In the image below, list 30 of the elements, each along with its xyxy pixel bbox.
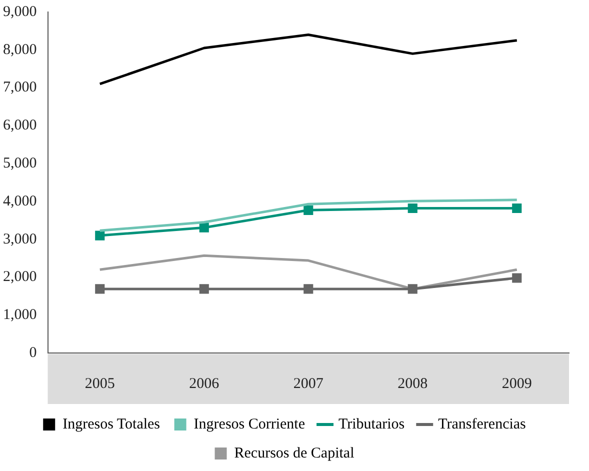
legend-label: Tributarios bbox=[338, 416, 405, 432]
point bbox=[408, 284, 418, 294]
point bbox=[199, 222, 209, 232]
legend-label: Transferencias bbox=[438, 416, 526, 432]
legend-label: Ingresos Corriente bbox=[194, 416, 306, 432]
point bbox=[512, 273, 522, 283]
x-tick-label: 2008 bbox=[398, 376, 428, 392]
y-tick-label: 5,000 bbox=[3, 155, 37, 172]
x-tick-label: 2005 bbox=[84, 376, 115, 392]
y-tick-label: 6,000 bbox=[3, 118, 37, 134]
y-tick-label: 0 bbox=[29, 344, 37, 361]
point bbox=[512, 203, 522, 214]
legend-label: Recursos de Capital bbox=[234, 445, 354, 462]
point bbox=[199, 284, 209, 294]
point bbox=[95, 284, 105, 294]
x-tick-label: 2006 bbox=[189, 376, 220, 392]
y-tick-label: 2,000 bbox=[3, 269, 37, 286]
x-tick-label: 2009 bbox=[502, 376, 532, 392]
x-tick-label: 2007 bbox=[293, 376, 324, 392]
y-tick-label: 4,000 bbox=[3, 193, 37, 210]
y-tick-label: 1,000 bbox=[3, 307, 37, 324]
point bbox=[304, 205, 314, 215]
y-tick-label: 7,000 bbox=[3, 80, 37, 96]
legend-label: Ingresos Totales bbox=[62, 416, 160, 432]
point bbox=[304, 284, 314, 294]
point bbox=[95, 230, 105, 240]
y-tick-label: 9,000 bbox=[3, 4, 37, 20]
point bbox=[408, 203, 418, 214]
y-tick-label: 8,000 bbox=[3, 42, 37, 58]
y-tick-label: 3,000 bbox=[3, 231, 37, 248]
